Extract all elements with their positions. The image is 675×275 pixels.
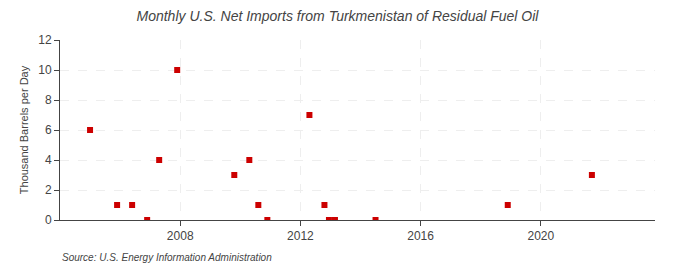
svg-text:2020: 2020	[527, 229, 554, 243]
svg-text:10: 10	[38, 63, 52, 77]
svg-text:12: 12	[38, 33, 52, 47]
svg-text:Thousand Barrels per Day: Thousand Barrels per Day	[18, 65, 30, 194]
svg-text:4: 4	[45, 153, 52, 167]
svg-text:2016: 2016	[407, 229, 434, 243]
svg-text:2008: 2008	[167, 229, 194, 243]
svg-text:8: 8	[45, 93, 52, 107]
svg-text:2: 2	[45, 183, 52, 197]
svg-text:2012: 2012	[287, 229, 314, 243]
svg-text:6: 6	[45, 123, 52, 137]
svg-text:Source: U.S. Energy Informatio: Source: U.S. Energy Information Administ…	[62, 252, 272, 263]
svg-text:Monthly U.S. Net Imports from: Monthly U.S. Net Imports from Turkmenist…	[137, 8, 540, 24]
svg-text:0: 0	[45, 213, 52, 227]
